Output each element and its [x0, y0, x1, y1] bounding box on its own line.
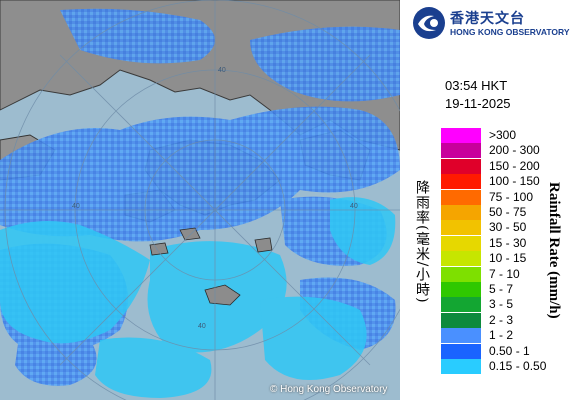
ring-label-east: 40 — [350, 203, 358, 210]
copyright-text: © Hong Kong Observatory — [270, 384, 388, 395]
legend-swatch — [441, 235, 481, 251]
legend-label: 200 - 300 — [489, 143, 540, 158]
legend-label: 3 - 5 — [489, 297, 514, 312]
timestamp-date: 19-11-2025 — [445, 96, 511, 111]
legend-label: 30 - 50 — [489, 220, 527, 235]
org-name-zh: 香港天文台 — [450, 11, 525, 27]
legend-item: 7 - 10 — [441, 266, 577, 283]
legend-title-en: Rainfall Rate (mm/h) — [546, 182, 562, 319]
legend-label: 75 - 100 — [489, 189, 534, 204]
legend-swatch — [441, 297, 481, 313]
legend-item: 0.50 - 1 — [441, 343, 577, 360]
legend-item: 0.15 - 0.50 — [441, 359, 577, 375]
legend-label: 150 - 200 — [489, 158, 540, 173]
timestamp-time: 03:54 HKT — [445, 78, 508, 93]
legend-swatch — [441, 359, 481, 374]
legend-item: 30 - 50 — [441, 220, 577, 236]
legend-swatch — [441, 328, 481, 344]
legend-label: 1 - 2 — [489, 328, 514, 343]
legend-swatch — [441, 189, 481, 205]
legend-item: 10 - 15 — [441, 251, 577, 267]
legend-swatch — [441, 343, 481, 359]
legend-label: 2 - 3 — [489, 312, 514, 327]
legend-item: 100 - 150 — [441, 174, 577, 190]
radar-map: 40 40 40 40 © Hong Kong Observatory — [0, 0, 400, 400]
legend-item: 1 - 2 — [441, 328, 577, 344]
legend-item: 15 - 30 — [441, 235, 577, 252]
legend-swatch — [441, 205, 481, 220]
radar-image: 40 40 40 40 — [0, 0, 400, 400]
legend-label: 50 - 75 — [489, 205, 527, 219]
legend-item: 75 - 100 — [441, 189, 577, 206]
org-name-en: HONG KONG OBSERVATORY — [450, 27, 570, 37]
legend-swatch — [441, 220, 481, 236]
legend-label: 15 - 30 — [489, 235, 527, 250]
ring-label-north: 40 — [218, 67, 226, 74]
legend-label: 0.50 - 1 — [489, 343, 530, 358]
legend-swatch — [441, 312, 481, 328]
legend-label: 100 - 150 — [489, 174, 540, 189]
legend-item: 200 - 300 — [441, 143, 577, 159]
legend-label: 7 - 10 — [489, 266, 520, 281]
legend-swatch — [441, 174, 481, 190]
legend-item: >300 — [441, 128, 577, 144]
legend-title-zh: 降雨率(毫米/小時) — [414, 180, 430, 304]
legend-label: 0.15 - 0.50 — [489, 359, 547, 373]
hko-logo[interactable]: 香港天文台 HONG KONG OBSERVATORY — [412, 6, 577, 42]
hko-logo-icon — [413, 7, 445, 39]
legend-item: 3 - 5 — [441, 297, 577, 313]
legend-swatch — [441, 158, 481, 174]
legend-swatch — [441, 251, 481, 267]
legend-item: 50 - 75 — [441, 205, 577, 221]
legend-panel: 香港天文台 HONG KONG OBSERVATORY 03:54 HKT 19… — [400, 0, 577, 400]
legend-swatch — [441, 143, 481, 159]
legend-swatch — [441, 266, 481, 282]
islands — [149, 227, 273, 306]
legend-swatch — [441, 128, 481, 143]
legend-item: 150 - 200 — [441, 158, 577, 175]
legend-item: 5 - 7 — [441, 282, 577, 298]
ring-label-south: 40 — [198, 323, 206, 330]
legend-swatch — [441, 282, 481, 297]
legend-label: 10 - 15 — [489, 251, 527, 266]
legend-item: 2 - 3 — [441, 312, 577, 329]
legend-label: >300 — [489, 128, 517, 142]
legend-label: 5 - 7 — [489, 282, 514, 296]
ring-label-west: 40 — [72, 203, 80, 210]
range-rings — [0, 0, 400, 400]
